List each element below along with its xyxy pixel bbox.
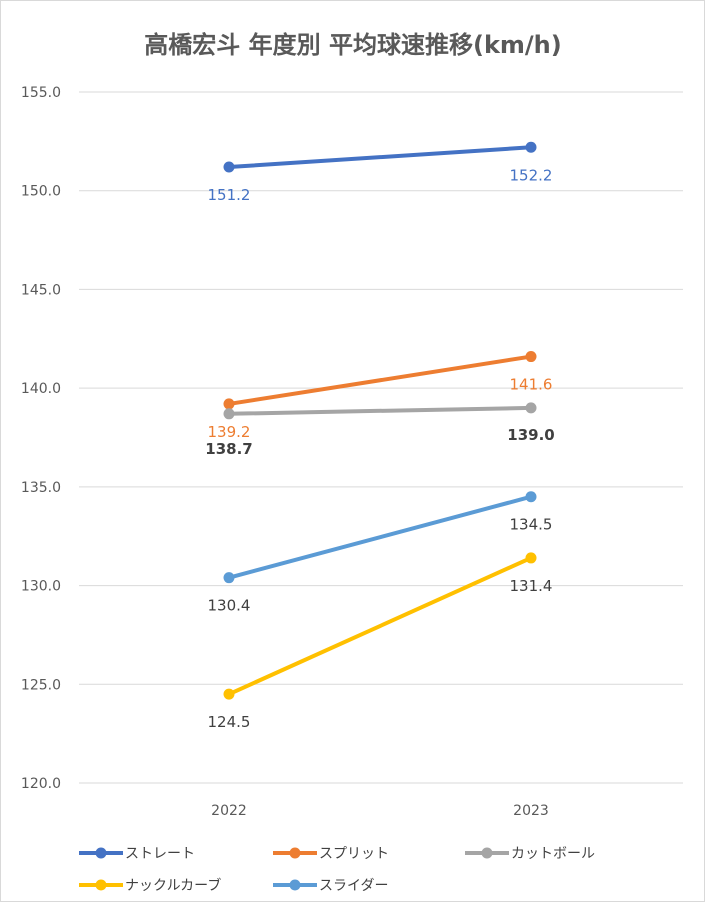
data-point (525, 141, 537, 153)
data-point (223, 408, 235, 420)
y-tick-label: 135.0 (21, 480, 61, 496)
chart-title: 高橋宏斗 年度別 平均球速推移(km/h) (144, 31, 561, 59)
data-point (525, 552, 537, 564)
data-label: 130.4 (208, 597, 251, 615)
data-labels: 151.2 152.2 139.2 141.6 138.7 139.0 124.5 131.4… (205, 166, 554, 731)
data-label: 138.7 (205, 440, 252, 458)
series-line (227, 354, 533, 406)
legend-label: スプリット (319, 846, 389, 862)
data-label: 151.2 (208, 186, 251, 204)
y-tick-label: 120.0 (21, 776, 61, 792)
legend-item: スライダー (273, 878, 388, 894)
data-point (223, 398, 235, 410)
legend-item: スプリット (273, 846, 389, 862)
data-label: 139.2 (208, 423, 251, 441)
y-axis-ticks: 120.0 125.0 130.0 135.0 140.0 145.0 150.0 155.0 (21, 85, 61, 792)
y-tick-label: 155.0 (21, 85, 61, 101)
series-1 (223, 351, 537, 410)
series-line (227, 145, 533, 170)
y-tick-label: 140.0 (21, 381, 61, 397)
legend-item: ナックルカーブ (79, 877, 221, 894)
legend-label: カットボール (511, 846, 595, 862)
y-tick-label: 150.0 (21, 184, 61, 200)
legend-marker (481, 847, 493, 859)
data-label: 124.5 (208, 713, 251, 731)
data-point (525, 351, 537, 363)
legend-item: カットボール (465, 846, 595, 862)
data-label: 152.2 (510, 166, 553, 184)
series-0 (223, 141, 537, 173)
legend-label: ナックルカーブ (125, 877, 221, 894)
series-line (227, 555, 533, 697)
series-4 (223, 491, 537, 584)
grid-lines (79, 91, 683, 784)
legend-label: スライダー (319, 878, 388, 894)
legend-label: ストレート (125, 846, 195, 862)
data-label: 141.6 (510, 376, 553, 394)
y-tick-label: 145.0 (21, 282, 61, 298)
legend-marker (95, 847, 107, 859)
legend-marker (289, 847, 301, 859)
x-tick-label: 2023 (513, 803, 549, 819)
legend-marker (95, 879, 107, 891)
series-line (227, 494, 533, 580)
x-axis-ticks: 2022 2023 (211, 803, 549, 819)
series-2 (223, 402, 537, 420)
data-point (223, 161, 235, 173)
data-point (223, 688, 235, 700)
series-3 (223, 552, 537, 700)
data-label: 134.5 (510, 516, 553, 534)
data-label: 131.4 (510, 577, 553, 595)
series-line (227, 405, 533, 416)
data-point (525, 402, 537, 414)
series-lines (223, 141, 537, 700)
data-point (525, 491, 537, 503)
y-tick-label: 130.0 (21, 579, 61, 595)
data-label: 139.0 (507, 426, 554, 444)
y-tick-label: 125.0 (21, 677, 61, 693)
legend-item: ストレート (79, 846, 195, 862)
data-point (223, 572, 235, 584)
x-tick-label: 2022 (211, 803, 247, 819)
legend-marker (289, 879, 301, 891)
